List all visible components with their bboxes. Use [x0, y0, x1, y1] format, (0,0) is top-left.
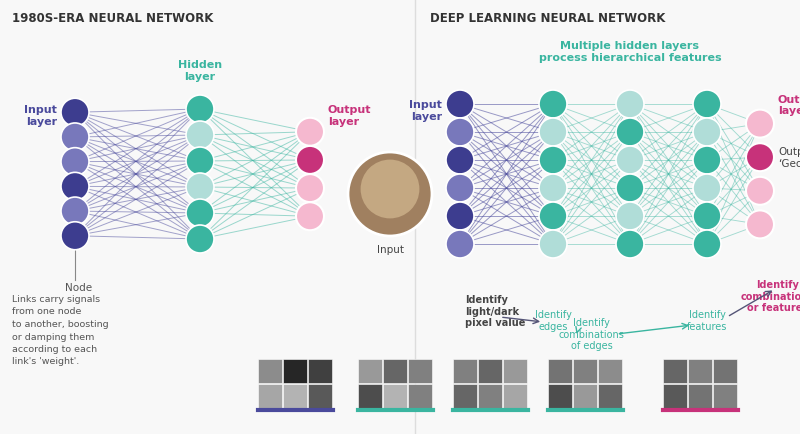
Circle shape [446, 91, 474, 119]
Bar [713, 359, 737, 383]
Bar [453, 384, 477, 408]
Circle shape [361, 160, 419, 219]
Bar [282, 384, 307, 408]
Circle shape [61, 197, 89, 226]
Circle shape [693, 230, 721, 258]
Text: Output:
‘George’: Output: ‘George’ [778, 147, 800, 169]
Text: 1980S-ERA NEURAL NETWORK: 1980S-ERA NEURAL NETWORK [12, 12, 214, 25]
Text: Identify
features: Identify features [687, 309, 727, 331]
Text: Identify
combinations
or features: Identify combinations or features [741, 279, 800, 312]
Circle shape [693, 91, 721, 119]
Circle shape [616, 119, 644, 147]
Circle shape [539, 174, 567, 203]
Circle shape [186, 200, 214, 227]
Bar [258, 384, 282, 408]
Bar [573, 384, 597, 408]
Bar [382, 384, 407, 408]
Bar [547, 359, 572, 383]
Bar [307, 359, 332, 383]
Circle shape [296, 174, 324, 203]
Bar [478, 384, 502, 408]
Circle shape [616, 203, 644, 230]
Text: Input
layer: Input layer [24, 105, 57, 126]
Text: Input
layer: Input layer [409, 100, 442, 122]
Circle shape [539, 230, 567, 258]
Circle shape [61, 124, 89, 151]
Circle shape [539, 147, 567, 174]
Circle shape [539, 119, 567, 147]
Bar [453, 359, 477, 383]
Text: Hidden
layer: Hidden layer [178, 60, 222, 82]
Circle shape [616, 147, 644, 174]
Circle shape [446, 230, 474, 258]
Bar [662, 359, 687, 383]
Circle shape [186, 122, 214, 150]
Text: Identify
combinations
of edges: Identify combinations of edges [558, 317, 625, 350]
Bar [598, 359, 622, 383]
Text: Input: Input [377, 244, 403, 254]
Text: DEEP LEARNING NEURAL NETWORK: DEEP LEARNING NEURAL NETWORK [430, 12, 666, 25]
Circle shape [61, 148, 89, 176]
Circle shape [446, 174, 474, 203]
Bar [358, 384, 382, 408]
Bar [407, 359, 432, 383]
Circle shape [539, 203, 567, 230]
Circle shape [61, 173, 89, 201]
Circle shape [539, 91, 567, 119]
Circle shape [296, 147, 324, 174]
Bar [687, 359, 712, 383]
Bar [502, 359, 527, 383]
Bar [282, 359, 307, 383]
Circle shape [296, 118, 324, 146]
Bar [478, 359, 502, 383]
Circle shape [186, 226, 214, 253]
Text: Links carry signals
from one node
to another, boosting
or damping them
according: Links carry signals from one node to ano… [12, 294, 109, 366]
Circle shape [348, 153, 432, 237]
Bar [662, 384, 687, 408]
Circle shape [693, 174, 721, 203]
Bar [713, 384, 737, 408]
Bar [547, 384, 572, 408]
Circle shape [61, 99, 89, 127]
Text: Node: Node [65, 282, 92, 292]
Bar [382, 359, 407, 383]
Bar [258, 359, 282, 383]
Circle shape [746, 144, 774, 172]
Circle shape [446, 203, 474, 230]
Circle shape [296, 203, 324, 231]
Text: Identify
light/dark
pixel value: Identify light/dark pixel value [465, 294, 526, 327]
Circle shape [693, 119, 721, 147]
Circle shape [616, 91, 644, 119]
Circle shape [446, 147, 474, 174]
Circle shape [693, 203, 721, 230]
Circle shape [186, 96, 214, 124]
Bar [358, 359, 382, 383]
Bar [502, 384, 527, 408]
Text: Multiple hidden layers
process hierarchical features: Multiple hidden layers process hierarchi… [538, 41, 722, 63]
Text: Identify
edges: Identify edges [534, 309, 571, 331]
Bar [687, 384, 712, 408]
Bar [407, 384, 432, 408]
Bar [573, 359, 597, 383]
Circle shape [616, 174, 644, 203]
Circle shape [61, 222, 89, 250]
Circle shape [186, 174, 214, 201]
Circle shape [446, 119, 474, 147]
Text: Output
layer: Output layer [778, 94, 800, 116]
Circle shape [693, 147, 721, 174]
Circle shape [746, 178, 774, 205]
Circle shape [746, 211, 774, 239]
Bar [598, 384, 622, 408]
Text: Output
layer: Output layer [328, 105, 371, 126]
Circle shape [186, 148, 214, 176]
Bar [307, 384, 332, 408]
Circle shape [616, 230, 644, 258]
Circle shape [746, 110, 774, 138]
